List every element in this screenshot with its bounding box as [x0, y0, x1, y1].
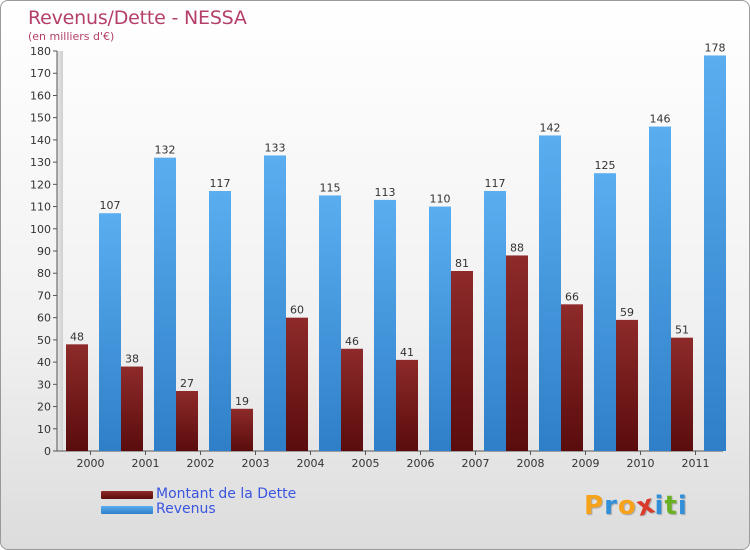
data-label-debt: 38: [125, 353, 139, 366]
x-tick-label: 2008: [517, 457, 545, 470]
legend-swatch-revenus: [101, 506, 153, 514]
y-tick-label: 50: [37, 334, 51, 347]
y-tick-label: 20: [37, 401, 51, 414]
logo-letter: r: [604, 491, 618, 521]
data-label-debt: 48: [70, 330, 84, 343]
bar-revenus: [704, 55, 726, 451]
y-tick-label: 170: [30, 67, 51, 80]
data-label-revenus: 178: [705, 41, 726, 54]
bar-revenus: [539, 135, 561, 451]
data-label-debt: 66: [565, 290, 579, 303]
bar-debt: [451, 271, 473, 451]
logo-letter: i: [654, 491, 665, 521]
data-label-revenus: 115: [320, 181, 341, 194]
y-tick-label: 40: [37, 356, 51, 369]
x-tick-label: 2007: [462, 457, 490, 470]
x-tick-label: 2002: [187, 457, 215, 470]
data-label-revenus: 125: [595, 159, 616, 172]
x-tick-label: 2003: [242, 457, 270, 470]
logo-letter: i: [677, 491, 688, 521]
chart-title: Revenus/Dette - NESSA: [28, 7, 247, 29]
bar-revenus: [154, 157, 176, 451]
y-tick-label: 0: [44, 445, 51, 458]
y-tick-label: 110: [30, 201, 51, 214]
y-tick-label: 60: [37, 312, 51, 325]
y-tick-label: 180: [30, 45, 51, 58]
data-label-debt: 46: [345, 335, 359, 348]
data-label-revenus: 133: [265, 141, 286, 154]
proxiti-logo: Proxiti: [584, 489, 688, 523]
chart-subtitle: (en milliers d'€): [28, 30, 115, 43]
data-label-debt: 88: [510, 241, 524, 254]
x-tick-label: 2009: [572, 457, 600, 470]
bar-debt: [121, 366, 143, 451]
x-tick-label: 2005: [352, 457, 380, 470]
y-tick-label: 130: [30, 156, 51, 169]
bar-debt: [231, 408, 253, 451]
y-tick-label: 150: [30, 112, 51, 125]
bar-revenus: [594, 173, 616, 451]
data-label-revenus: 132: [155, 144, 176, 157]
data-label-revenus: 110: [430, 193, 451, 206]
y-tick-label: 160: [30, 89, 51, 102]
y-tick-label: 90: [37, 245, 51, 258]
logo-letter: t: [664, 491, 678, 521]
bars-group: 48 107 38 132 27 117 19 133 60 115 46 113 41 110 81 117…: [66, 41, 726, 452]
bar-revenus: [649, 126, 671, 452]
legend-label-revenus: Revenus: [156, 501, 216, 517]
legend-swatch-debt: [101, 491, 153, 499]
x-tick-label: 2011: [682, 457, 710, 470]
bar-debt: [671, 337, 693, 451]
bar-revenus: [264, 155, 286, 451]
bar-revenus: [374, 199, 396, 451]
y-tick-label: 30: [37, 378, 51, 391]
x-tick-label: 2001: [132, 457, 160, 470]
bar-revenus: [209, 191, 231, 451]
data-label-revenus: 146: [650, 113, 671, 126]
bar-revenus: [99, 213, 121, 451]
data-label-debt: 59: [620, 306, 634, 319]
y-tick-label: 100: [30, 223, 51, 236]
data-label-debt: 19: [235, 395, 249, 408]
data-label-debt: 81: [455, 257, 469, 270]
data-label-revenus: 113: [375, 186, 396, 199]
bar-debt: [561, 304, 583, 451]
data-label-debt: 60: [290, 304, 304, 317]
data-label-revenus: 142: [540, 121, 561, 134]
bar-revenus: [319, 195, 341, 451]
logo-letter: o: [617, 491, 637, 521]
y-tick-label: 140: [30, 134, 51, 147]
data-label-debt: 51: [675, 324, 689, 337]
x-tick-label: 2006: [407, 457, 435, 470]
legend-label-debt: Montant de la Dette: [156, 486, 297, 502]
bar-revenus: [429, 206, 451, 451]
data-label-debt: 41: [400, 346, 414, 359]
bar-debt: [341, 348, 363, 451]
data-label-revenus: 117: [485, 177, 506, 190]
bar-debt: [616, 319, 638, 451]
bar-debt: [506, 255, 528, 451]
x-tick-label: 2010: [627, 457, 655, 470]
bar-revenus: [484, 191, 506, 451]
bar-debt: [396, 359, 418, 451]
data-label-revenus: 117: [210, 177, 231, 190]
data-label-debt: 27: [180, 377, 194, 390]
x-tick-label: 2000: [77, 457, 105, 470]
y-tick-label: 10: [37, 423, 51, 436]
logo-letter: P: [584, 491, 605, 521]
data-label-revenus: 107: [100, 199, 121, 212]
y-tick-label: 80: [37, 267, 51, 280]
bar-debt: [66, 344, 88, 451]
bar-debt: [176, 391, 198, 451]
bar-debt: [286, 317, 308, 451]
axis-wall: [57, 51, 63, 451]
y-tick-label: 70: [37, 289, 51, 302]
x-tick-label: 2004: [297, 457, 325, 470]
y-tick-label: 120: [30, 178, 51, 191]
